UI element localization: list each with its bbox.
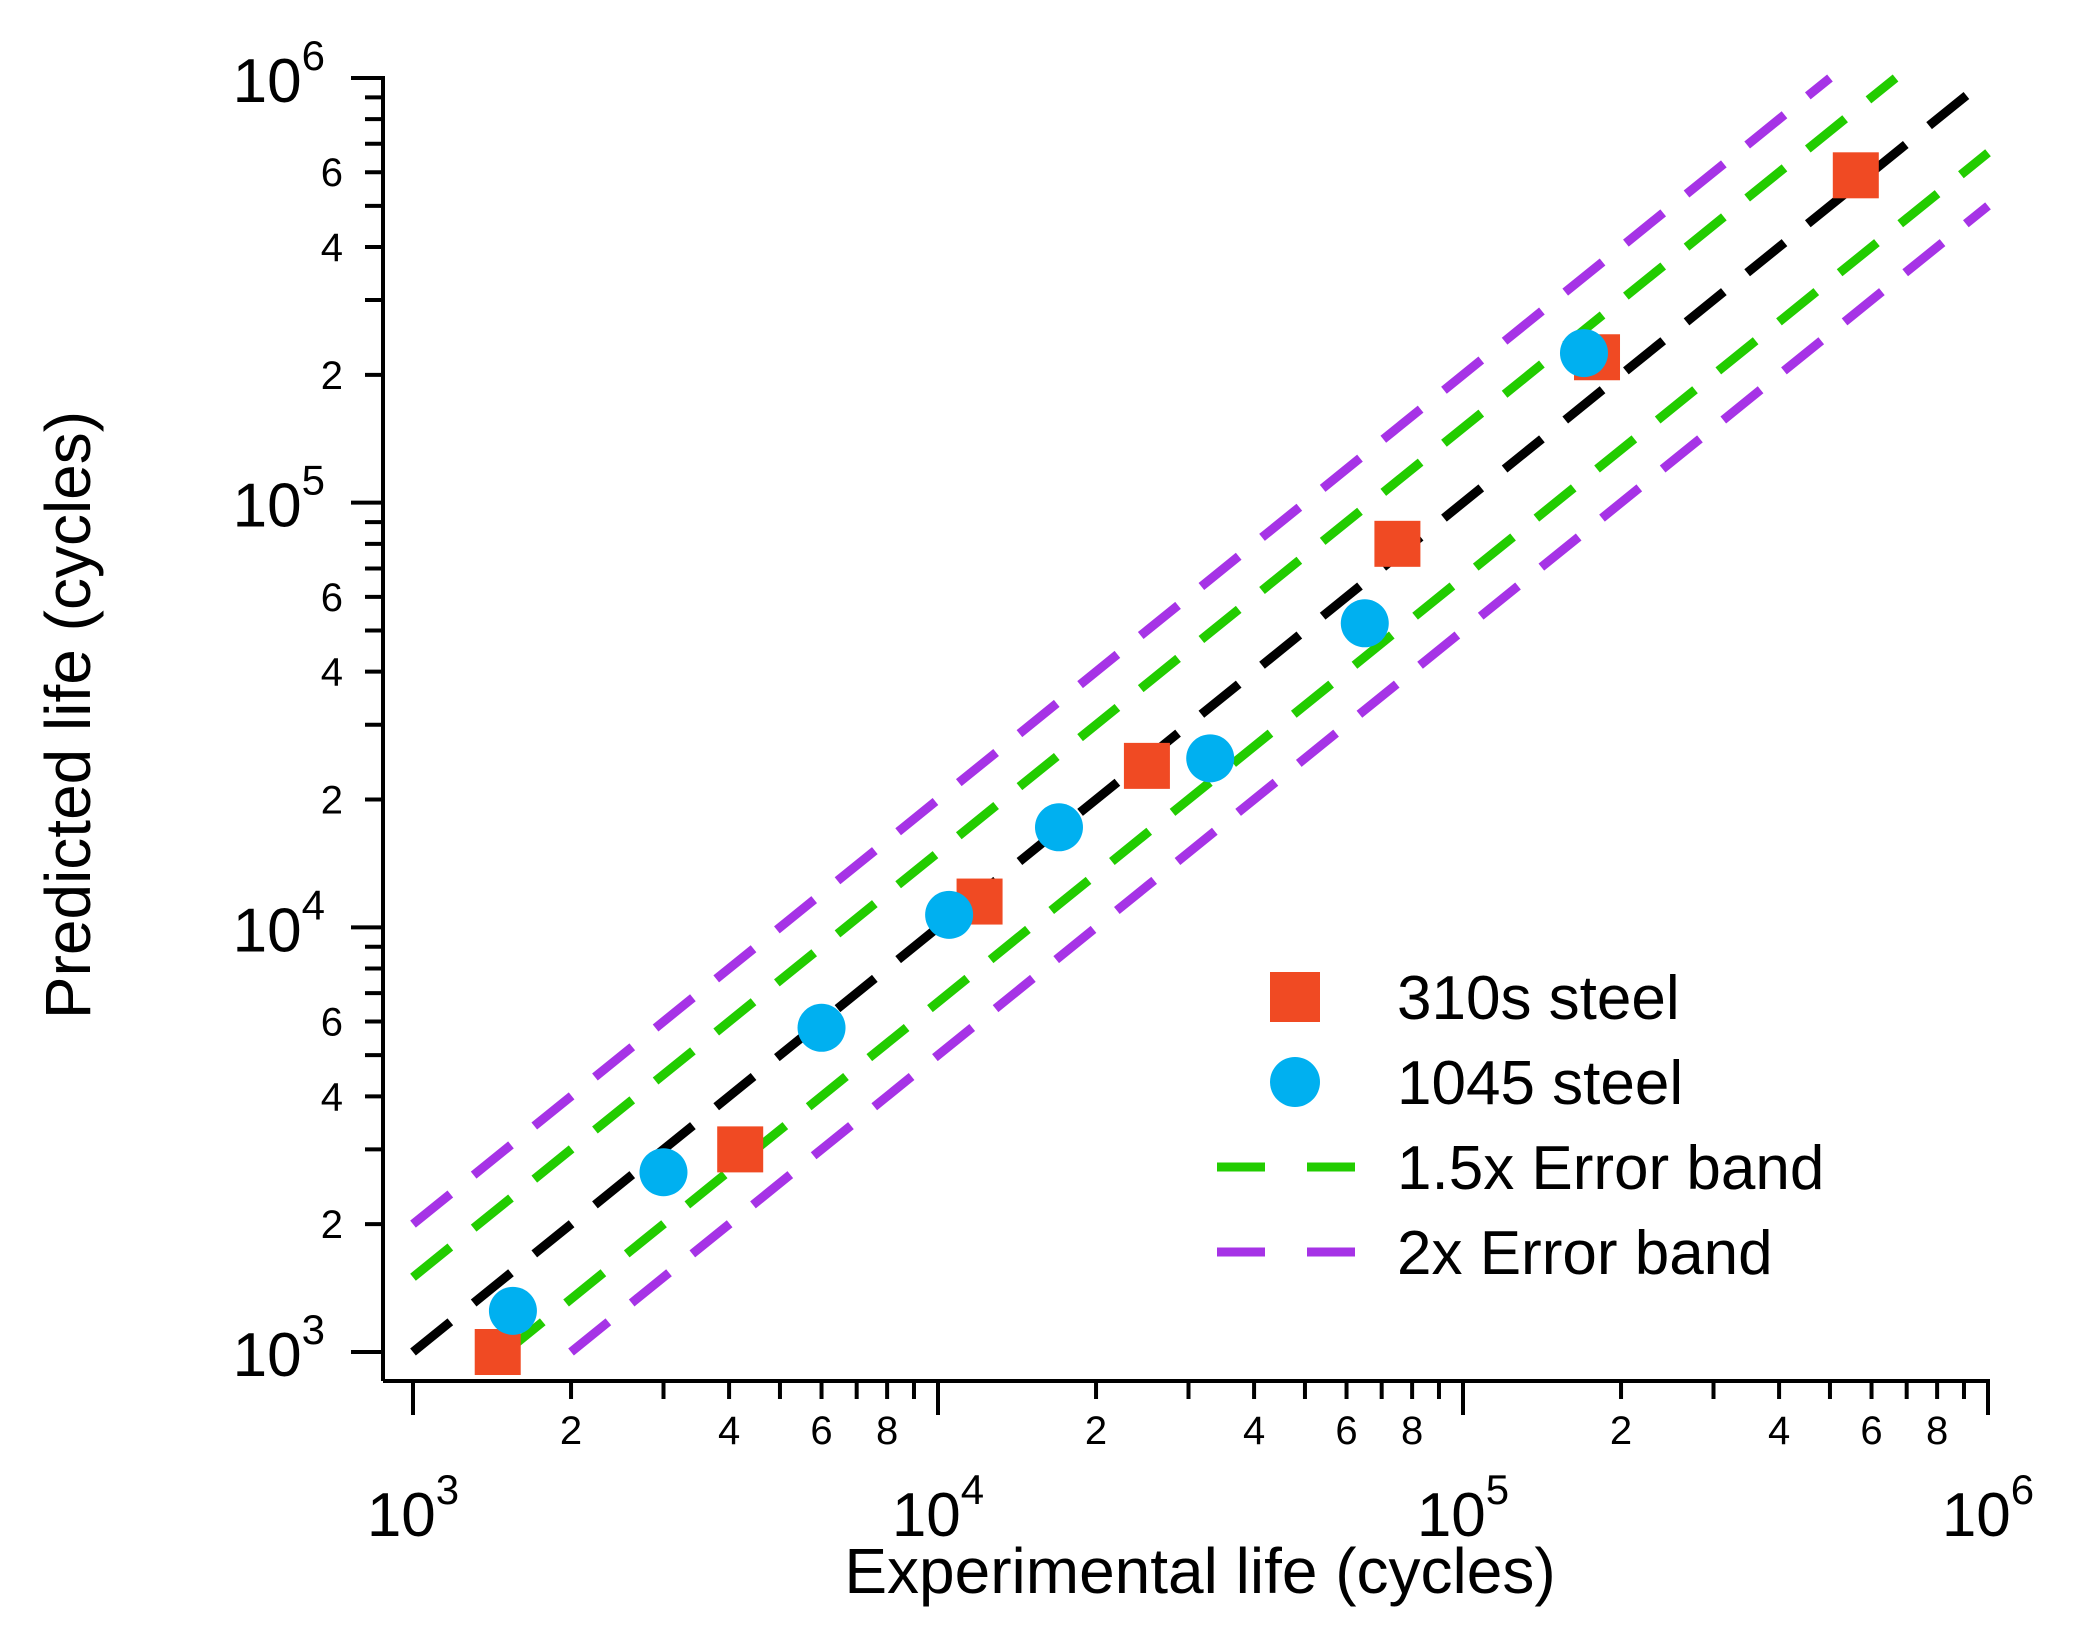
x-minor-tick-label: 4 xyxy=(718,1409,740,1453)
point-1045-steel xyxy=(797,1003,846,1052)
x-minor-tick-label: 4 xyxy=(1768,1409,1790,1453)
y-major-tick-label: 103 xyxy=(233,1306,325,1390)
point-310s-steel xyxy=(1832,152,1879,199)
point-310s-steel xyxy=(717,1126,764,1173)
x-major-tick-label: 103 xyxy=(367,1466,459,1550)
legend-label: 2x Error band xyxy=(1397,1219,1773,1288)
reference-line-3 xyxy=(410,74,1833,1228)
data-points xyxy=(474,152,1879,1375)
legend-label: 1.5x Error band xyxy=(1397,1134,1824,1203)
x-minor-tick-label: 8 xyxy=(1401,1409,1423,1453)
point-1045-steel xyxy=(1186,734,1235,783)
legend-marker-square xyxy=(1270,972,1320,1022)
point-310s-steel xyxy=(1123,742,1170,789)
x-axis-title: Experimental life (cycles) xyxy=(844,1535,1555,1607)
y-minor-tick-label: 4 xyxy=(321,1075,343,1119)
point-1045-steel xyxy=(639,1148,688,1197)
point-1045-steel xyxy=(1340,599,1389,648)
y-minor-tick-label: 6 xyxy=(321,1001,343,1045)
x-minor-tick-label: 6 xyxy=(1860,1409,1882,1453)
x-minor-tick-label: 8 xyxy=(876,1409,898,1453)
reference-line-1 xyxy=(410,74,1899,1281)
y-minor-tick-label: 4 xyxy=(321,651,343,695)
y-axis-title: Predicted life (cycles) xyxy=(32,411,104,1019)
y-minor-tick-label: 2 xyxy=(321,778,343,822)
x-minor-tick-label: 2 xyxy=(1085,1409,1107,1453)
x-major-tick-label: 104 xyxy=(892,1466,984,1550)
point-1045-steel xyxy=(1034,803,1083,852)
x-minor-tick-label: 2 xyxy=(560,1409,582,1453)
x-minor-tick-label: 6 xyxy=(1335,1409,1357,1453)
x-minor-tick-label: 4 xyxy=(1243,1409,1265,1453)
y-minor-tick-label: 4 xyxy=(321,226,343,270)
legend-label: 1045 steel xyxy=(1397,1049,1683,1118)
y-major-tick-label: 104 xyxy=(233,881,325,965)
point-1045-steel xyxy=(925,890,974,939)
point-1045-steel xyxy=(1559,329,1608,378)
y-minor-tick-label: 6 xyxy=(321,151,343,195)
point-310s-steel xyxy=(474,1329,521,1375)
y-minor-tick-label: 6 xyxy=(321,576,343,620)
y-minor-tick-label: 2 xyxy=(321,1203,343,1247)
y-major-tick-label: 105 xyxy=(233,457,325,541)
point-1045-steel xyxy=(488,1286,537,1335)
x-minor-tick-label: 8 xyxy=(1926,1409,1948,1453)
legend-label: 310s steel xyxy=(1397,964,1680,1033)
legend-marker-circle xyxy=(1270,1057,1320,1107)
x-major-tick-label: 105 xyxy=(1417,1466,1509,1550)
reference-line-0 xyxy=(410,74,1991,1356)
x-major-tick-label: 106 xyxy=(1942,1466,2034,1550)
y-major-tick-label: 106 xyxy=(233,32,325,116)
x-minor-tick-label: 2 xyxy=(1610,1409,1632,1453)
legend: 310s steel 1045 steel 1.5x Error band 2x Er… xyxy=(1217,964,1824,1288)
reference-line-4 xyxy=(568,202,1991,1356)
point-310s-steel xyxy=(1374,520,1421,567)
y-minor-tick-label: 2 xyxy=(321,354,343,398)
x-minor-tick-label: 6 xyxy=(810,1409,832,1453)
